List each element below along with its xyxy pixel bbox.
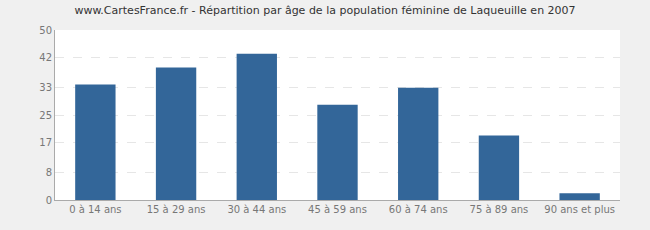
svg-text:17: 17	[39, 137, 52, 148]
svg-text:25: 25	[39, 110, 52, 121]
svg-text:60 à 74 ans: 60 à 74 ans	[389, 204, 448, 215]
svg-text:42: 42	[39, 52, 52, 63]
svg-text:30 à 44 ans: 30 à 44 ans	[227, 204, 286, 215]
svg-text:33: 33	[39, 82, 52, 93]
svg-text:15 à 29 ans: 15 à 29 ans	[147, 204, 206, 215]
svg-text:0 à 14 ans: 0 à 14 ans	[69, 204, 121, 215]
svg-text:50: 50	[39, 25, 52, 36]
svg-text:0: 0	[46, 195, 52, 206]
svg-text:8: 8	[46, 167, 52, 178]
svg-text:45 à 59 ans: 45 à 59 ans	[308, 204, 367, 215]
svg-text:75 à 89 ans: 75 à 89 ans	[470, 204, 529, 215]
svg-text:www.CartesFrance.fr - Répartit: www.CartesFrance.fr - Répartition par âg…	[74, 4, 575, 17]
svg-text:90 ans et plus: 90 ans et plus	[544, 204, 615, 215]
